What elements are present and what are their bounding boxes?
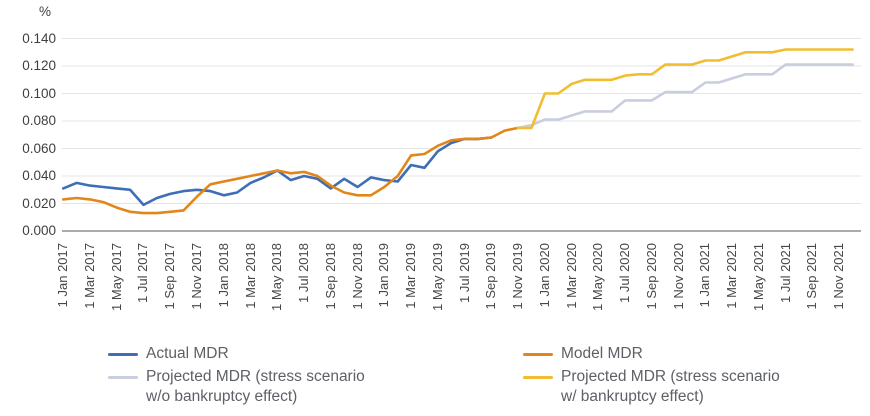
series-line-1	[61, 126, 520, 215]
legend-column-left: Actual MDR Projected MDR (stress scenari…	[108, 344, 365, 410]
y-tick-label: 0.020	[22, 195, 56, 211]
legend-item-model-mdr: Model MDR	[523, 344, 780, 364]
x-tick-label: 1 Nov 2021	[831, 243, 847, 310]
legend-item-projected-w-bankruptcy: Projected MDR (stress scenario w/ bankru…	[523, 367, 780, 407]
x-tick-label: 1 Sep 2018	[322, 243, 338, 310]
series-line-3	[516, 48, 854, 130]
x-tick-label: 1 Jan 2018	[215, 243, 231, 308]
x-tick-label: 1 May 2017	[108, 243, 124, 311]
x-tick-label: 1 May 2020	[590, 243, 606, 311]
x-tick-label: 1 Jan 2017	[55, 243, 71, 308]
x-tick-label: 1 Mar 2019	[403, 243, 419, 309]
x-tick-label: 1 Jul 2019	[456, 243, 472, 303]
y-tick-label: 0.060	[22, 140, 56, 156]
x-tick-label: 1 Mar 2017	[81, 243, 97, 309]
x-tick-label: 1 Mar 2020	[563, 243, 579, 309]
plot-area	[61, 38, 861, 232]
x-tick-label: 1 Sep 2019	[483, 243, 499, 310]
y-tick-label: 0.120	[22, 58, 56, 73]
x-tick-label: 1 Nov 2020	[670, 243, 686, 310]
y-tick-label: 0.080	[22, 113, 56, 128]
x-tick-label: 1 May 2019	[429, 243, 445, 311]
x-tick-label: 1 May 2018	[269, 243, 285, 311]
x-tick-label: 1 Sep 2020	[643, 243, 659, 310]
x-tick-label: 1 Sep 2017	[162, 243, 178, 310]
x-tick-label: 1 Jan 2020	[536, 243, 552, 308]
legend-swatch-actual-mdr	[108, 353, 138, 356]
legend-label-projected-wo-bankruptcy: Projected MDR (stress scenario w/o bankr…	[146, 368, 365, 405]
x-tick-label: 1 Jul 2018	[296, 243, 312, 303]
legend-label-projected-w-bankruptcy: Projected MDR (stress scenario w/ bankru…	[561, 368, 780, 405]
y-tick-label: 0.100	[22, 85, 56, 101]
x-tick-label: 1 Mar 2021	[724, 243, 740, 309]
y-tick-label: 0.000	[22, 223, 56, 238]
y-axis-unit-label: %	[38, 4, 51, 19]
x-tick-label: 1 Nov 2017	[189, 243, 204, 310]
x-tick-label: 1 May 2021	[750, 243, 766, 311]
x-tick-label: 1 Nov 2019	[510, 243, 526, 310]
y-tick-label: 0.040	[22, 168, 56, 183]
legend-item-projected-wo-bankruptcy: Projected MDR (stress scenario w/o bankr…	[108, 367, 365, 407]
x-tick-label: 1 Jul 2020	[617, 243, 633, 303]
legend-column-right: Model MDR Projected MDR (stress scenario…	[523, 344, 780, 410]
x-tick-label: 1 Jul 2021	[777, 243, 793, 303]
legend-item-actual-mdr: Actual MDR	[108, 344, 365, 364]
legend-swatch-model-mdr	[523, 353, 553, 356]
legend-label-model-mdr: Model MDR	[561, 345, 643, 362]
y-tick-label: 0.140	[22, 30, 56, 46]
x-tick-label: 1 Nov 2018	[349, 243, 365, 310]
x-tick-label: 1 Sep 2021	[804, 243, 820, 310]
legend-label-actual-mdr: Actual MDR	[146, 345, 229, 362]
x-tick-label: 1 Mar 2018	[242, 243, 258, 309]
series-line-2	[516, 63, 854, 130]
x-tick-label: 1 Jul 2017	[135, 243, 151, 303]
legend-swatch-projected-wo-bankruptcy	[108, 376, 138, 379]
legend-swatch-projected-w-bankruptcy	[523, 376, 553, 379]
x-tick-label: 1 Jan 2019	[376, 243, 392, 308]
chart-legend: Actual MDR Projected MDR (stress scenari…	[0, 344, 870, 416]
x-tick-label: 1 Jan 2021	[697, 243, 713, 308]
